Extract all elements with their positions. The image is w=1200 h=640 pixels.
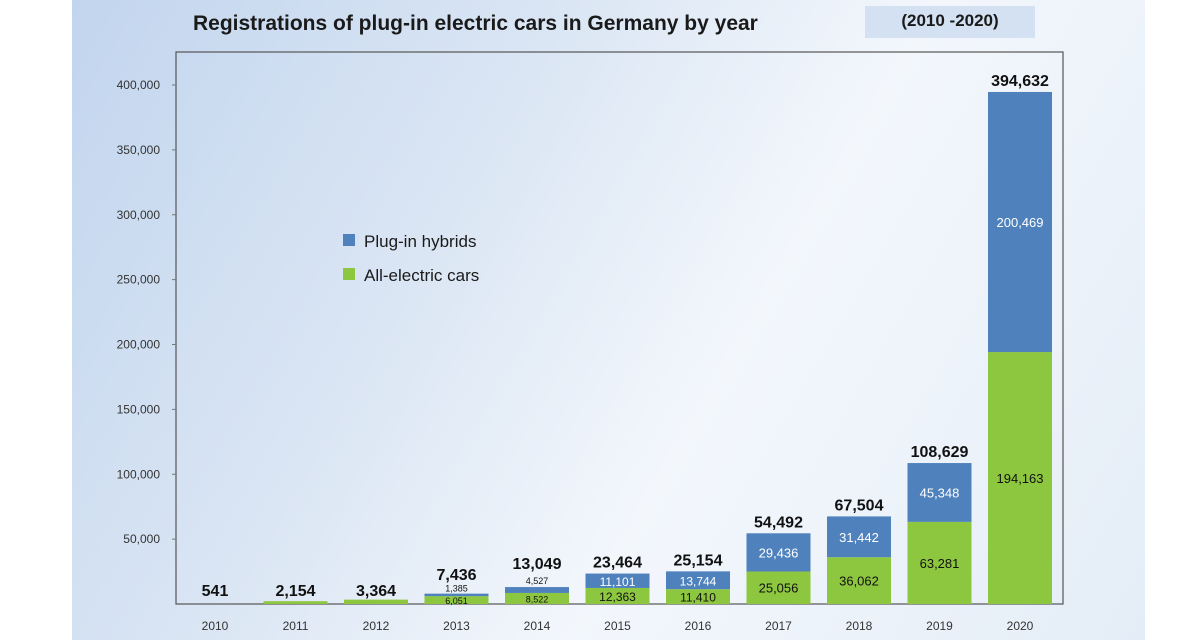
legend-label-electric: All-electric cars	[364, 266, 479, 285]
total-label: 108,629	[911, 444, 969, 461]
y-tick-label: 300,000	[117, 208, 161, 222]
x-tick-label: 2015	[604, 619, 631, 633]
segment-label: 8,522	[526, 594, 549, 604]
total-label: 541	[202, 583, 229, 600]
chart-title: Registrations of plug-in electric cars i…	[193, 12, 758, 35]
legend-swatch-hybrid	[343, 234, 355, 246]
segment-label: 194,163	[997, 471, 1044, 486]
segment-label: 45,348	[920, 485, 960, 500]
y-tick-label: 200,000	[117, 338, 161, 352]
segment-label: 13,744	[680, 574, 717, 588]
bar-electric-2016	[666, 589, 730, 604]
bar-electric-2018	[827, 557, 891, 604]
x-tick-label: 2020	[1007, 619, 1034, 633]
subtitle-box	[865, 6, 1035, 38]
segment-label: 11,410	[680, 591, 716, 605]
segment-label: 29,436	[759, 545, 799, 560]
total-label: 7,436	[436, 567, 476, 584]
segment-label: 63,281	[920, 556, 960, 571]
total-label: 3,364	[356, 583, 396, 600]
x-tick-label: 2016	[685, 619, 712, 633]
y-tick-label: 400,000	[117, 78, 161, 92]
bar-electric-2019	[907, 521, 972, 604]
bar-hybrid-2016	[666, 571, 730, 590]
bar-electric-2020	[988, 352, 1052, 604]
x-tick-label: 2012	[363, 619, 390, 633]
total-label: 67,504	[835, 497, 884, 514]
segment-label: 12,363	[599, 590, 636, 604]
x-tick-label: 2019	[926, 619, 953, 633]
segment-label: 4,527	[526, 576, 549, 586]
bar-hybrid-2017	[746, 533, 811, 572]
bar-electric-2012	[344, 599, 408, 604]
segment-label: 6,051	[445, 596, 468, 606]
bar-hybrid-2015	[585, 573, 650, 588]
bar-hybrid-2020	[988, 91, 1052, 353]
total-label: 2,154	[275, 583, 315, 600]
x-tick-label: 2010	[202, 619, 229, 633]
segment-label: 200,469	[997, 215, 1044, 230]
bar-electric-2013	[424, 596, 489, 604]
x-tick-label: 2018	[846, 619, 873, 633]
legend-label-hybrid: Plug-in hybrids	[364, 232, 476, 251]
segment-label: 36,062	[839, 574, 879, 589]
x-tick-label: 2011	[283, 619, 309, 633]
bar-hybrid-2019	[907, 463, 972, 522]
bar-hybrid-2013	[424, 593, 489, 597]
y-tick-label: 250,000	[117, 273, 161, 287]
x-tick-label: 2013	[443, 619, 470, 633]
bar-hybrid-2014	[505, 587, 569, 593]
total-label: 54,492	[754, 514, 803, 531]
bar-electric-2017	[746, 571, 811, 604]
total-label: 394,632	[991, 73, 1049, 90]
bar-hybrid-2018	[827, 516, 891, 558]
x-tick-label: 2017	[765, 619, 792, 633]
segment-label: 11,101	[600, 575, 636, 589]
x-tick-label: 2014	[524, 619, 551, 633]
y-tick-label: 350,000	[117, 143, 161, 157]
segment-label: 25,056	[759, 581, 799, 596]
legend-swatch-electric	[343, 268, 355, 280]
total-label: 23,464	[593, 555, 642, 572]
bar-electric-2015	[585, 587, 650, 604]
y-tick-label: 150,000	[117, 402, 161, 416]
segment-label: 31,442	[839, 530, 879, 545]
total-label: 25,154	[674, 552, 723, 569]
bar-electric-2014	[505, 592, 569, 604]
total-label: 13,049	[513, 556, 562, 573]
y-tick-label: 50,000	[123, 532, 160, 546]
y-tick-label: 100,000	[117, 467, 161, 481]
segment-label: 1,385	[445, 583, 468, 593]
bar-electric-2011	[263, 601, 328, 604]
chart-subtitle: (2010 -2020)	[901, 11, 998, 30]
